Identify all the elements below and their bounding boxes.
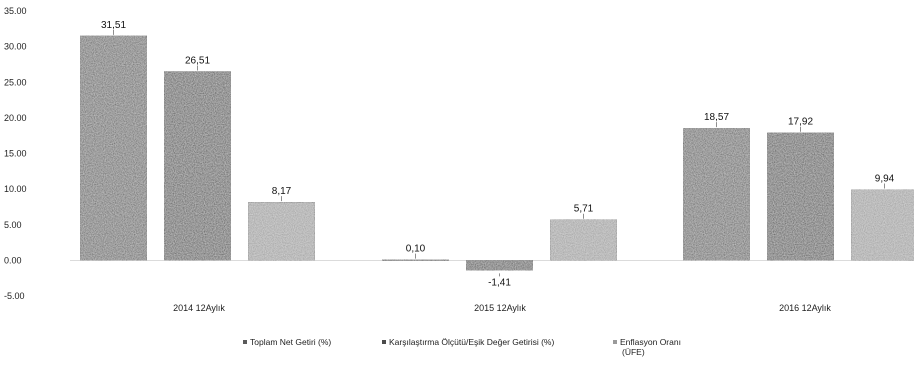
data-label: 31,51 xyxy=(101,20,126,31)
legend-label-series-3: Enflasyon Oranı (ÜFE) xyxy=(620,337,683,357)
y-tick-label: 5.00 xyxy=(4,220,22,230)
bar-series-2 xyxy=(766,132,835,261)
bars xyxy=(79,35,914,271)
y-axis-ticks: 35.00 30.00 25.00 20.00 15.00 10.00 5.00 0.00 -5… xyxy=(4,6,27,301)
bar-series-2 xyxy=(163,71,232,261)
bar-series-1 xyxy=(381,259,450,262)
bar-series-2 xyxy=(465,260,534,271)
bar-series-1 xyxy=(682,127,751,261)
data-label: 9,94 xyxy=(875,174,895,185)
bar-series-3 xyxy=(549,219,618,261)
legend-swatch-series-3 xyxy=(613,340,617,344)
legend-swatch-series-2 xyxy=(382,340,386,344)
bar-series-3 xyxy=(850,189,914,261)
legend-swatch-series-1 xyxy=(243,340,247,344)
y-tick-label: 15.00 xyxy=(4,149,27,159)
data-label: 26,51 xyxy=(185,55,210,66)
y-tick-label: 30.00 xyxy=(4,42,27,52)
data-labels: 31,51 0,10 18,57 26,51 -1,41 17,92 8,17 5,71 9,9… xyxy=(101,20,895,289)
legend: Toplam Net Getiri (%) Karşılaştırma Ölçü… xyxy=(243,337,683,357)
data-label: 0,10 xyxy=(406,244,426,255)
x-category-label: 2015 12Aylık xyxy=(474,303,526,313)
y-tick-label: 0.00 xyxy=(4,255,22,265)
data-label: -1,41 xyxy=(488,277,511,288)
x-category-label: 2014 12Aylık xyxy=(173,303,225,313)
y-tick-label: 25.00 xyxy=(4,77,27,87)
data-label: 17,92 xyxy=(788,117,813,128)
y-tick-label: 35.00 xyxy=(4,6,27,16)
data-label: 8,17 xyxy=(272,186,292,197)
legend-label-series-2: Karşılaştırma Ölçütü/Eşik Değer Getirisi… xyxy=(389,337,554,347)
bar-series-1 xyxy=(79,35,148,261)
y-tick-label: 10.00 xyxy=(4,184,27,194)
y-tick-label: -5.00 xyxy=(4,291,25,301)
bar-series-3 xyxy=(247,201,316,261)
y-tick-label: 20.00 xyxy=(4,113,27,123)
legend-label-series-1: Toplam Net Getiri (%) xyxy=(250,337,331,347)
data-label: 5,71 xyxy=(574,204,594,215)
x-axis-categories: 2014 12Aylık 2015 12Aylık 2016 12Aylık xyxy=(173,303,831,313)
x-category-label: 2016 12Aylık xyxy=(779,303,831,313)
data-label: 18,57 xyxy=(704,112,729,123)
